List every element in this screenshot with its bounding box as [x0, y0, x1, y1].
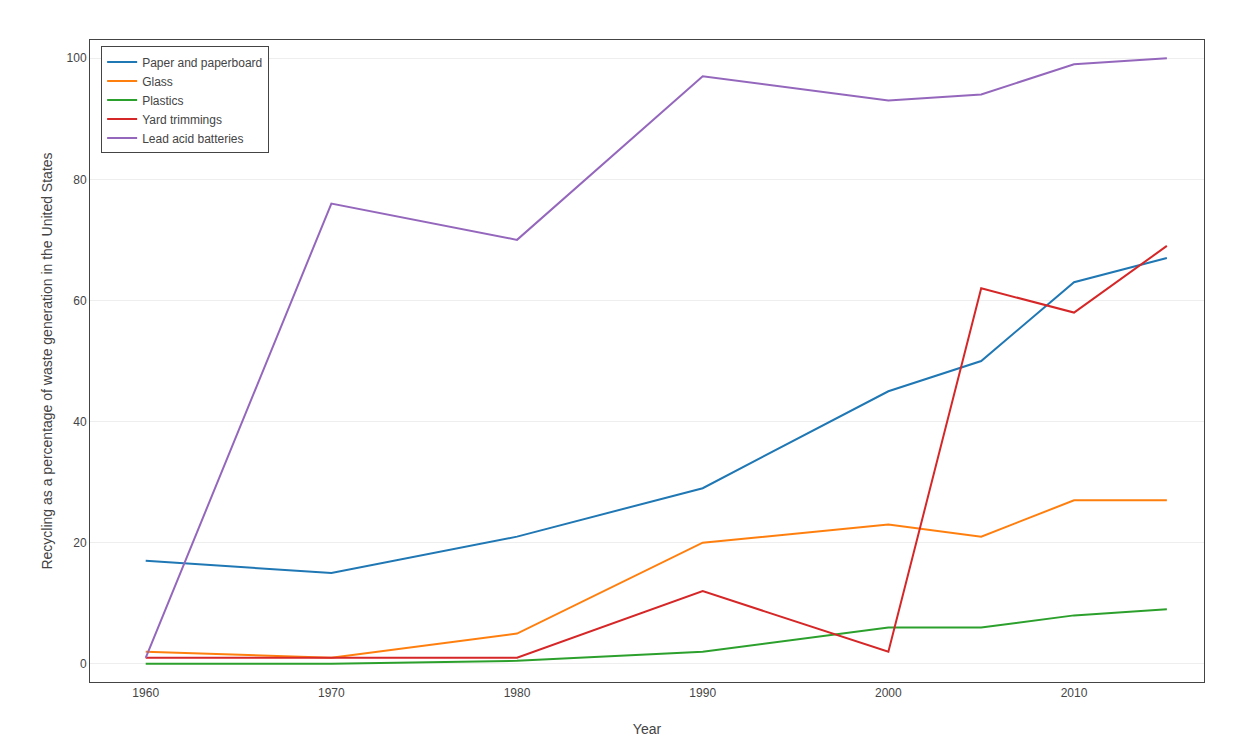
svg-text:2010: 2010: [1061, 686, 1088, 700]
svg-text:Paper and paperboard: Paper and paperboard: [142, 56, 262, 70]
svg-text:Yard trimmings: Yard trimmings: [142, 113, 222, 127]
svg-text:Recycling as a percentage of w: Recycling as a percentage of waste gener…: [39, 152, 55, 569]
svg-text:2000: 2000: [875, 686, 902, 700]
svg-text:Lead acid batteries: Lead acid batteries: [142, 132, 243, 146]
svg-text:60: 60: [73, 294, 87, 308]
svg-text:1980: 1980: [504, 686, 531, 700]
svg-text:1990: 1990: [689, 686, 716, 700]
svg-text:80: 80: [73, 173, 87, 187]
svg-text:1960: 1960: [132, 686, 159, 700]
svg-text:20: 20: [73, 536, 87, 550]
svg-text:Year: Year: [633, 721, 662, 737]
svg-text:0: 0: [80, 657, 87, 671]
svg-text:Plastics: Plastics: [142, 94, 183, 108]
svg-text:100: 100: [67, 51, 87, 65]
svg-text:1970: 1970: [318, 686, 345, 700]
svg-text:Glass: Glass: [142, 75, 173, 89]
svg-text:40: 40: [73, 415, 87, 429]
